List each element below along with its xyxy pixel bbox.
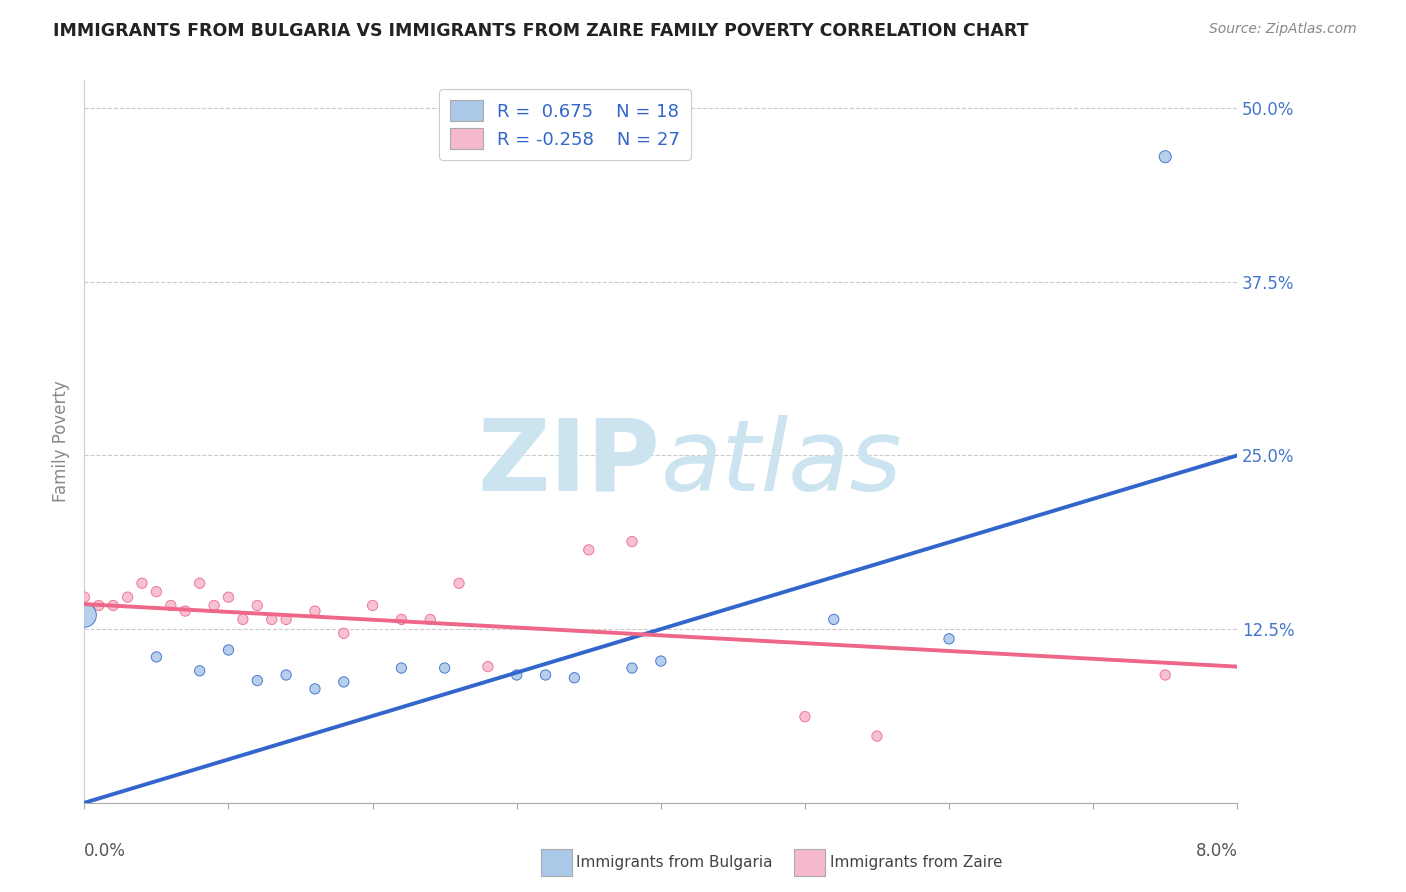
- Point: [621, 534, 644, 549]
- Point: [232, 612, 254, 626]
- Point: [160, 599, 183, 613]
- Point: [391, 612, 413, 626]
- Point: [246, 673, 269, 688]
- Point: [361, 599, 384, 613]
- Point: [506, 668, 529, 682]
- Point: [276, 668, 298, 682]
- Point: [103, 599, 124, 613]
- Point: [260, 612, 283, 626]
- Point: [304, 681, 326, 696]
- Point: [276, 612, 298, 626]
- FancyBboxPatch shape: [794, 849, 825, 876]
- Point: [938, 632, 960, 646]
- Point: [87, 599, 110, 613]
- Point: [391, 661, 413, 675]
- Point: [73, 590, 96, 604]
- Text: Source: ZipAtlas.com: Source: ZipAtlas.com: [1209, 22, 1357, 37]
- Point: [534, 668, 557, 682]
- Point: [188, 664, 211, 678]
- Point: [333, 674, 356, 689]
- Point: [145, 584, 167, 599]
- Point: [131, 576, 153, 591]
- Point: [621, 661, 644, 675]
- Text: IMMIGRANTS FROM BULGARIA VS IMMIGRANTS FROM ZAIRE FAMILY POVERTY CORRELATION CHA: IMMIGRANTS FROM BULGARIA VS IMMIGRANTS F…: [53, 22, 1029, 40]
- Point: [823, 612, 845, 626]
- Point: [73, 608, 96, 623]
- FancyBboxPatch shape: [541, 849, 572, 876]
- Point: [188, 576, 211, 591]
- Point: [218, 590, 240, 604]
- Point: [794, 709, 817, 723]
- Point: [218, 643, 240, 657]
- Point: [866, 729, 889, 743]
- Point: [304, 604, 326, 618]
- Legend: R =  0.675    N = 18, R = -0.258    N = 27: R = 0.675 N = 18, R = -0.258 N = 27: [439, 89, 690, 160]
- Text: 0.0%: 0.0%: [84, 842, 127, 860]
- Text: 8.0%: 8.0%: [1195, 842, 1237, 860]
- Y-axis label: Family Poverty: Family Poverty: [52, 381, 70, 502]
- Point: [433, 661, 456, 675]
- Point: [1154, 150, 1177, 164]
- Text: Immigrants from Bulgaria: Immigrants from Bulgaria: [576, 855, 773, 870]
- Point: [145, 649, 167, 664]
- Text: atlas: atlas: [661, 415, 903, 512]
- Point: [333, 626, 356, 640]
- Point: [1154, 668, 1177, 682]
- Point: [202, 599, 225, 613]
- Text: ZIP: ZIP: [478, 415, 661, 512]
- Point: [246, 599, 269, 613]
- Point: [174, 604, 197, 618]
- Point: [419, 612, 441, 626]
- Point: [650, 654, 672, 668]
- Point: [117, 590, 139, 604]
- Point: [449, 576, 471, 591]
- Text: Immigrants from Zaire: Immigrants from Zaire: [830, 855, 1002, 870]
- Point: [477, 659, 499, 673]
- Point: [578, 542, 600, 557]
- Point: [564, 671, 586, 685]
